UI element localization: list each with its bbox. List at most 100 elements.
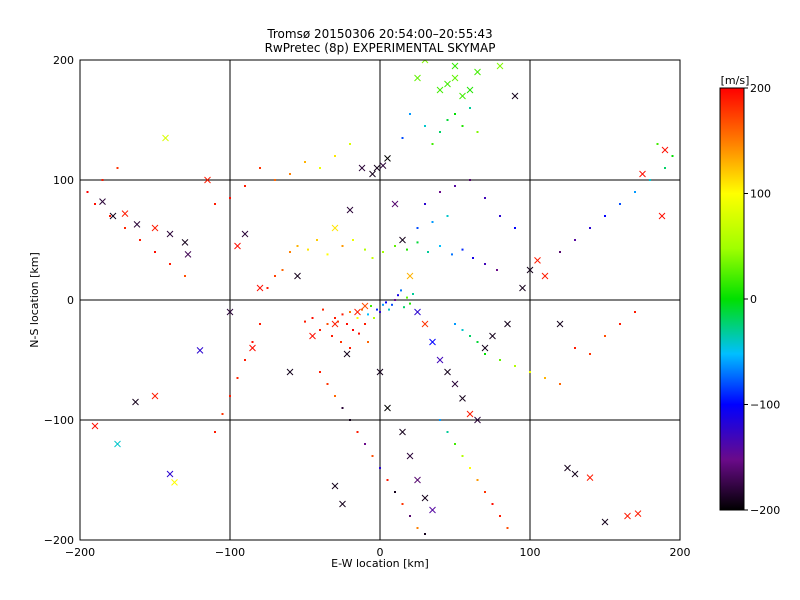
colorbar-ticks: 200 100 0 −100 −200	[744, 82, 780, 517]
data-point-x	[376, 368, 384, 376]
data-point-dot	[634, 191, 636, 193]
data-point-dot	[476, 131, 479, 133]
data-point-dot	[403, 306, 405, 309]
data-point-dot	[229, 197, 231, 199]
data-point-dot	[439, 419, 441, 421]
data-point-x	[114, 440, 121, 448]
data-point-x	[226, 308, 234, 316]
data-point-dot	[356, 317, 359, 319]
data-point-dot	[259, 323, 261, 325]
axis-ticks: −200 −100 0 100 200 −200 −100 0 100 200	[44, 54, 691, 559]
data-point-x	[133, 221, 141, 228]
y-axis-label: N-S location [km]	[28, 252, 41, 348]
y-tick-label: 200	[53, 54, 74, 67]
x-tick-label: −100	[215, 546, 245, 559]
data-point-dot	[424, 533, 426, 535]
data-point-dot	[649, 179, 651, 181]
colorbar-tick-label: 0	[750, 293, 757, 306]
data-point-dot	[559, 383, 561, 385]
data-point-dot	[671, 155, 674, 157]
data-point-dot	[341, 407, 344, 409]
data-point-dot	[367, 341, 369, 343]
data-point-dot	[409, 302, 411, 305]
data-point-x	[234, 242, 241, 250]
data-point-dot	[326, 323, 329, 325]
data-point-x	[564, 464, 571, 472]
data-point-dot	[424, 125, 426, 127]
data-point-dot	[484, 197, 486, 199]
grid-lines	[80, 60, 680, 540]
data-point-dot	[101, 179, 104, 181]
data-point-x	[181, 239, 189, 246]
data-point-x	[166, 230, 174, 238]
data-point-dot	[416, 527, 419, 529]
data-point-x	[634, 510, 642, 517]
data-point-x	[571, 470, 579, 478]
data-point-dot	[472, 257, 474, 259]
data-point-x	[399, 236, 406, 244]
data-point-dot	[371, 455, 374, 457]
data-point-x	[414, 308, 421, 316]
data-point-x	[109, 212, 117, 220]
data-point-x	[519, 284, 526, 292]
plot-frame	[79, 59, 681, 541]
x-tick-label: 200	[670, 546, 691, 559]
data-point-dot	[397, 294, 399, 297]
data-point-dot	[319, 167, 321, 169]
data-point-x	[414, 74, 421, 82]
data-point-dot	[469, 107, 471, 109]
data-point-dot	[352, 239, 354, 241]
data-point-dot	[307, 248, 309, 251]
data-point-dot	[326, 253, 329, 256]
data-point-dot	[364, 443, 366, 445]
data-point-x	[286, 368, 294, 376]
data-point-x	[204, 176, 211, 184]
data-point-dot	[304, 161, 306, 163]
data-point-dot	[461, 455, 464, 457]
data-point-x	[391, 200, 399, 208]
data-point-x	[541, 272, 549, 280]
data-point-dot	[326, 383, 329, 385]
data-point-x	[121, 210, 129, 217]
data-point-dot	[319, 371, 321, 373]
data-point-x	[184, 251, 192, 258]
data-point-x	[436, 86, 444, 94]
data-point-x	[406, 452, 414, 460]
data-point-dot	[454, 323, 456, 325]
data-point-dot	[229, 395, 231, 397]
data-point-dot	[634, 311, 636, 313]
data-point-dot	[461, 125, 464, 127]
data-point-dot	[316, 239, 318, 241]
data-point-dot	[341, 245, 344, 247]
data-point-dot	[367, 313, 369, 316]
colorbar-tick-label: 100	[750, 188, 771, 201]
data-point-x	[339, 500, 346, 508]
data-point-dot	[544, 377, 546, 379]
data-point-dot	[412, 293, 414, 295]
data-point-dot	[340, 341, 342, 343]
data-point-dot	[514, 227, 516, 229]
x-tick-label: 0	[377, 546, 384, 559]
data-point-x	[639, 170, 646, 178]
x-tick-label: 100	[520, 546, 541, 559]
data-point-dot	[499, 359, 501, 361]
data-point-x	[466, 86, 474, 94]
data-point-dot	[431, 143, 434, 145]
data-point-dot	[382, 251, 384, 253]
data-point-x	[249, 344, 256, 352]
data-point-x	[466, 410, 474, 418]
data-point-dot	[409, 113, 411, 115]
data-point-dot	[169, 263, 171, 265]
data-point-dot	[341, 313, 344, 316]
data-point-dot	[244, 185, 246, 187]
data-point-dot	[334, 395, 336, 397]
data-point-dot	[382, 303, 384, 306]
data-point-dot	[529, 371, 531, 373]
data-point-x	[331, 482, 339, 490]
data-point-dot	[109, 215, 111, 217]
data-point-dot	[281, 269, 284, 271]
colorbar	[719, 87, 745, 511]
data-point-dot	[454, 185, 456, 187]
data-point-dot	[469, 179, 471, 181]
